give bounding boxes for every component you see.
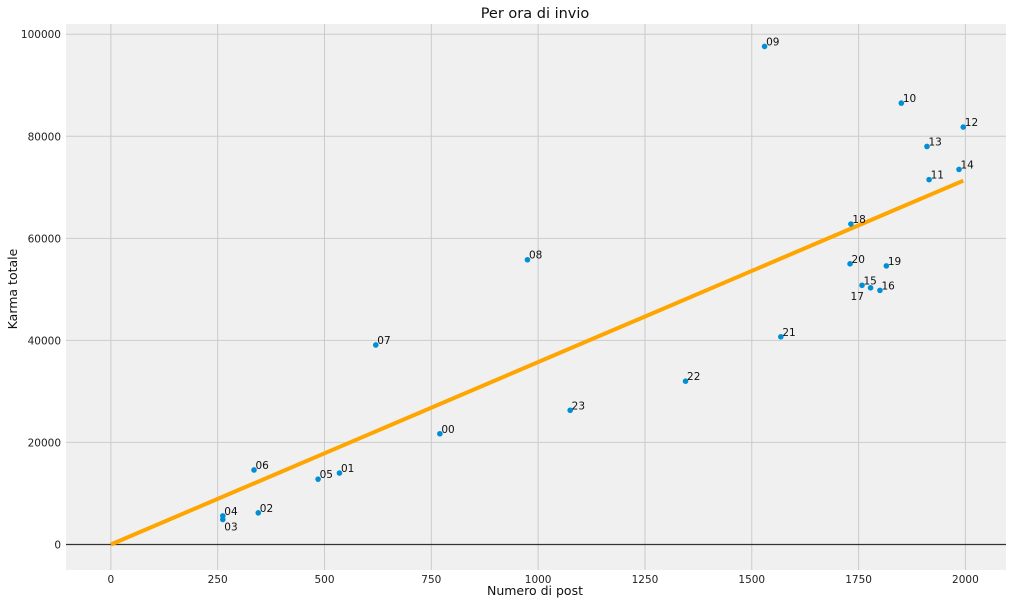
point-label-03: 03 xyxy=(224,521,237,533)
point-label-02: 02 xyxy=(260,503,273,515)
x-tick-label: 2000 xyxy=(952,574,979,586)
point-label-01: 01 xyxy=(341,463,354,475)
point-label-05: 05 xyxy=(320,469,333,481)
data-point-15 xyxy=(859,282,865,289)
point-label-20: 20 xyxy=(852,254,865,266)
point-label-17: 17 xyxy=(851,291,864,303)
point-label-13: 13 xyxy=(928,136,941,148)
data-point-00 xyxy=(437,430,443,437)
x-tick-label: 1000 xyxy=(525,574,552,586)
data-point-16 xyxy=(877,287,883,294)
data-point-06 xyxy=(251,467,257,473)
x-tick-label: 750 xyxy=(421,574,441,586)
chart-title: Per ora di invio xyxy=(481,6,590,22)
data-point-10 xyxy=(898,100,905,106)
y-axis-ticks: 0 20000 40000 60000 80000 100000 xyxy=(21,29,61,551)
y-tick-label: 100000 xyxy=(21,29,61,41)
x-tick-label: 1250 xyxy=(632,574,659,586)
data-point-01 xyxy=(336,470,343,476)
data-point-11 xyxy=(926,176,932,183)
data-point-20 xyxy=(847,261,853,267)
point-label-04: 04 xyxy=(224,506,238,518)
point-label-07: 07 xyxy=(377,335,390,347)
point-label-10: 10 xyxy=(903,93,916,105)
data-point-09 xyxy=(761,43,768,50)
data-point-13 xyxy=(924,143,930,150)
trend-line xyxy=(110,178,965,547)
data-point-23 xyxy=(567,407,573,414)
plot-area xyxy=(66,24,1006,570)
data-point-17 xyxy=(867,285,874,291)
point-label-16: 16 xyxy=(881,280,895,292)
point-label-06: 06 xyxy=(256,460,270,472)
x-axis-ticks: 0 250 500 750 1000 1250 1500 1750 2000 xyxy=(108,574,979,586)
data-point-05 xyxy=(315,476,321,482)
x-tick-label: 1750 xyxy=(845,574,872,586)
x-tick-label: 1500 xyxy=(738,574,765,586)
point-label-12: 12 xyxy=(965,117,978,129)
x-tick-label: 250 xyxy=(208,574,228,586)
x-tick-label: 500 xyxy=(314,574,334,586)
y-tick-label: 0 xyxy=(54,539,61,551)
data-point-14 xyxy=(956,166,962,173)
y-tick-label: 60000 xyxy=(28,233,61,245)
point-label-18: 18 xyxy=(852,214,865,226)
data-point-02 xyxy=(255,510,262,516)
data-point-08 xyxy=(524,256,531,263)
point-labels: 00 01 02 03 04 05 06 07 08 09 10 11 12 13 14 15 16 17 18 19… xyxy=(224,36,978,533)
y-tick-label: 40000 xyxy=(28,335,61,347)
y-tick-label: 20000 xyxy=(28,437,61,449)
data-points xyxy=(220,43,967,523)
point-label-22: 22 xyxy=(687,371,700,383)
y-axis-title: Karma totale xyxy=(5,248,20,329)
data-point-07 xyxy=(372,342,379,348)
point-label-23: 23 xyxy=(572,400,585,412)
point-label-00: 00 xyxy=(441,424,454,436)
data-point-22 xyxy=(682,378,689,384)
point-label-09: 09 xyxy=(766,36,779,48)
point-label-21: 21 xyxy=(782,327,795,339)
x-tick-label: 0 xyxy=(108,574,115,586)
x-axis-title: Numero di post xyxy=(487,583,583,598)
point-label-19: 19 xyxy=(888,256,901,268)
data-point-04 xyxy=(220,513,226,519)
data-point-18 xyxy=(848,221,854,227)
data-point-21 xyxy=(778,334,784,340)
point-label-11: 11 xyxy=(931,170,944,182)
data-point-12 xyxy=(960,124,967,130)
data-point-19 xyxy=(883,263,890,269)
point-label-15: 15 xyxy=(864,275,877,287)
point-label-14: 14 xyxy=(961,159,975,171)
y-tick-label: 80000 xyxy=(28,131,61,143)
point-label-08: 08 xyxy=(529,250,542,262)
